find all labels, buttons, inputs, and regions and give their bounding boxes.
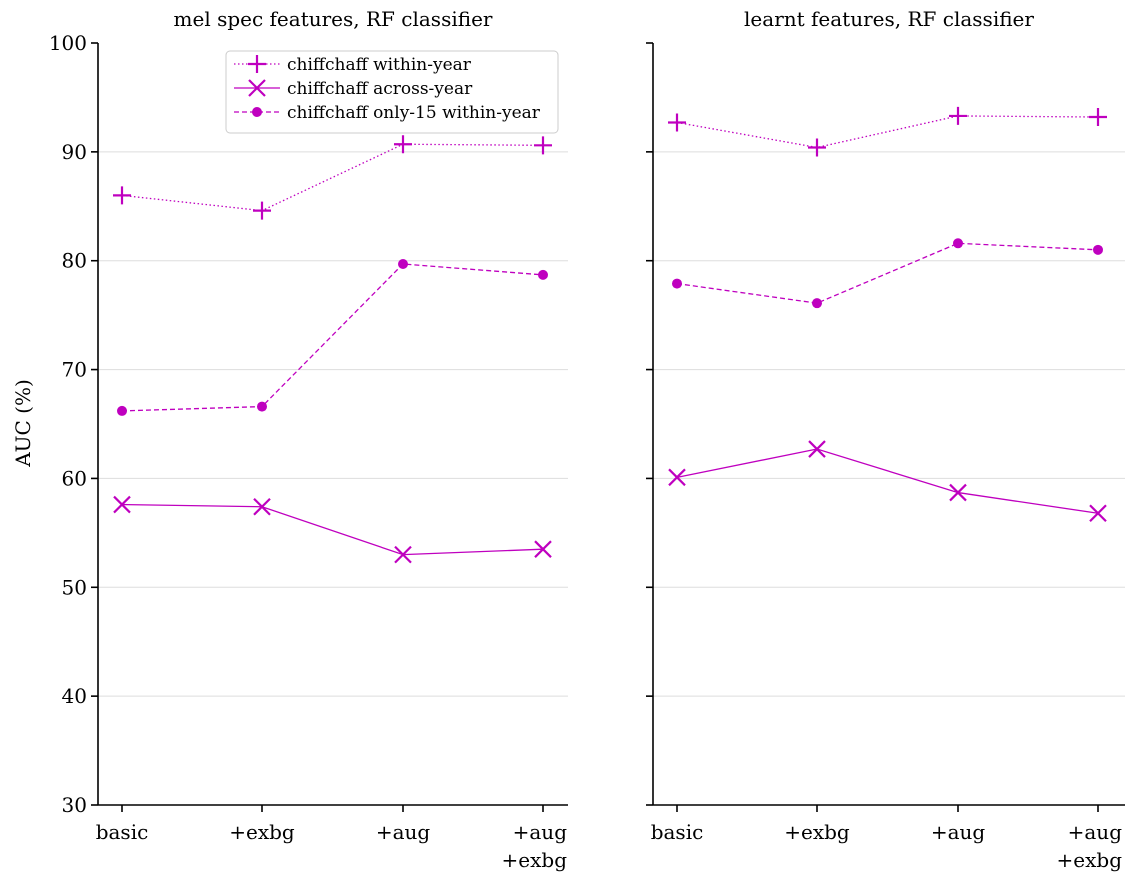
data-point	[394, 545, 412, 564]
series-line-3	[121, 263, 544, 412]
data-point	[953, 238, 963, 249]
legend-entry: chiffchaff within-year	[287, 55, 472, 75]
data-point	[394, 135, 412, 154]
y-tick-label: 100	[49, 31, 87, 55]
y-axis-label: AUC (%)	[11, 379, 35, 468]
data-point	[808, 440, 826, 458]
data-point	[949, 106, 967, 125]
legend-marker	[248, 79, 266, 97]
data-point	[949, 483, 967, 502]
x-tick-label: +aug	[931, 820, 986, 844]
chart-panel-1: 30 40 50 60 70 80 90 100 basic +exbg +aug +aug +exbg…	[49, 7, 568, 872]
x-tick-label: +exbg	[784, 820, 850, 844]
data-point	[253, 201, 271, 220]
data-point	[672, 278, 682, 289]
data-point	[117, 405, 127, 416]
x-tick-label: +exbg	[502, 848, 568, 872]
series-line-1	[121, 143, 544, 212]
x-tick-label: +aug	[376, 820, 431, 844]
x-tick-label: +aug	[1068, 820, 1123, 844]
data-point	[534, 136, 552, 155]
data-point	[808, 138, 826, 157]
y-tick-label: 50	[62, 575, 87, 599]
y-tick-label: 40	[62, 684, 87, 708]
legend-entry: chiffchaff across-year	[287, 79, 473, 99]
x-tick-label: +exbg	[1057, 848, 1123, 872]
data-point	[668, 468, 686, 487]
data-point	[1089, 108, 1107, 127]
series-line-1	[676, 115, 1099, 149]
series-line-2	[121, 503, 544, 556]
data-point	[1093, 244, 1103, 255]
legend-entry: chiffchaff only-15 within-year	[287, 103, 541, 123]
data-point	[257, 401, 267, 412]
chart-title: learnt features, RF classifier	[744, 7, 1034, 31]
y-tick-label: 70	[62, 358, 87, 382]
x-tick-label: +aug	[513, 820, 568, 844]
series-line-2	[676, 448, 1099, 514]
y-tick-label: 80	[62, 249, 87, 273]
x-tick-label: +exbg	[229, 820, 295, 844]
data-point	[668, 113, 686, 132]
legend-marker	[248, 55, 266, 73]
data-point	[812, 298, 822, 309]
chart-title: mel spec features, RF classifier	[174, 7, 493, 31]
data-point	[534, 540, 552, 558]
data-point	[113, 495, 131, 514]
y-tick-label: 60	[62, 466, 87, 490]
legend-box	[225, 50, 559, 134]
x-tick-label: basic	[651, 820, 704, 844]
data-point	[1089, 504, 1107, 523]
x-tick-label: basic	[96, 820, 149, 844]
data-point	[398, 258, 408, 269]
y-tick-label: 30	[62, 793, 87, 817]
legend-marker	[252, 107, 262, 117]
data-point	[113, 186, 131, 205]
series-line-3	[676, 242, 1099, 304]
y-tick-label: 90	[62, 140, 87, 164]
data-point	[253, 497, 271, 516]
legend: chiffchaff within-year chiffchaff across-…	[225, 50, 559, 134]
data-point	[538, 269, 548, 280]
chart-panel-2: basic +exbg +aug +aug +exbg learnt features, …	[646, 7, 1125, 872]
